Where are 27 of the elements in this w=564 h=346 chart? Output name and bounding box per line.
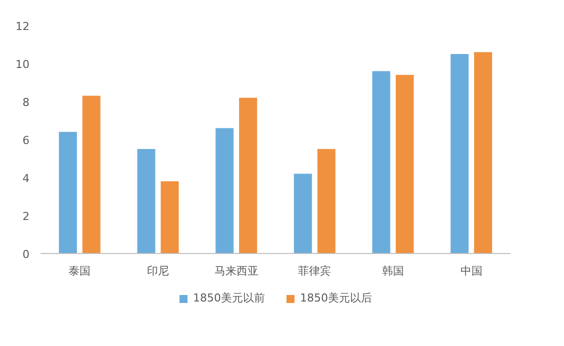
x-tick-label: 泰国 <box>68 264 91 278</box>
x-tick-label: 印尼 <box>147 264 169 278</box>
bar <box>396 74 414 254</box>
bar <box>317 149 336 254</box>
bar <box>294 174 312 254</box>
y-tick-label: 6 <box>22 134 30 147</box>
bar <box>216 128 234 254</box>
y-tick-label: 0 <box>22 248 30 261</box>
legend-label: 1850美元以前 <box>193 290 265 306</box>
bar <box>372 71 390 254</box>
y-tick-label: 8 <box>22 96 30 109</box>
bar <box>239 98 258 254</box>
y-tick-label: 10 <box>16 58 30 71</box>
bar <box>137 149 156 254</box>
bar <box>160 181 179 254</box>
bar <box>474 52 492 254</box>
x-tick-label: 马来西亚 <box>214 264 258 278</box>
y-tick-label: 12 <box>16 20 30 33</box>
y-tick-label: 2 <box>22 210 30 223</box>
bar <box>450 54 469 254</box>
bar <box>82 96 100 254</box>
x-tick-label: 菲律宾 <box>298 264 332 278</box>
bar <box>58 132 77 254</box>
legend-label: 1850美元以后 <box>300 290 372 306</box>
x-tick-label: 韩国 <box>382 264 404 278</box>
x-tick-label: 中国 <box>460 264 482 278</box>
y-tick-label: 4 <box>22 172 30 185</box>
